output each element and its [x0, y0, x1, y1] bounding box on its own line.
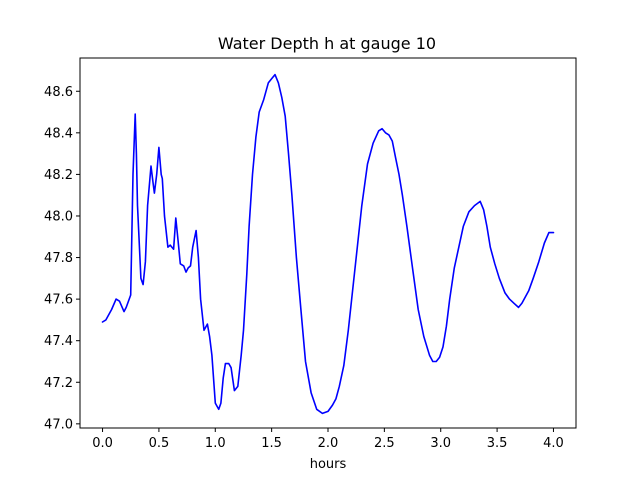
plot-area	[101, 73, 555, 415]
y-tick-label: 48.0	[44, 209, 73, 224]
chart-title: Water Depth h at gauge 10	[218, 34, 436, 53]
x-tick-label: 2.0	[318, 436, 339, 451]
x-tick-label: 1.0	[205, 436, 226, 451]
y-axis: 47.0 47.2 47.4 47.6 47.8 48.0 48.2 48.4 48.6	[44, 85, 80, 432]
y-tick-label: 47.0	[44, 417, 73, 432]
y-tick-label: 47.2	[44, 376, 73, 391]
y-tick-label: 47.4	[44, 334, 73, 349]
x-tick-label: 4.0	[543, 436, 564, 451]
y-tick-label: 48.6	[44, 85, 73, 100]
x-tick-label: 3.5	[487, 436, 508, 451]
axes-frame	[79, 57, 577, 429]
x-tick-label: 1.5	[261, 436, 282, 451]
x-tick-label: 2.5	[374, 436, 395, 451]
x-axis-label: hours	[310, 457, 347, 472]
series-line-0	[101, 73, 555, 415]
x-tick-label: 3.0	[430, 436, 451, 451]
y-tick-label: 48.4	[44, 126, 73, 141]
x-tick-label: 0.0	[92, 436, 113, 451]
x-axis: 0.0 0.5 1.0 1.5 2.0 2.5 3.0 3.5 4.0	[92, 428, 564, 451]
y-tick-label: 48.2	[44, 168, 73, 183]
y-tick-label: 47.6	[44, 293, 73, 308]
y-tick-label: 47.8	[44, 251, 73, 266]
x-tick-label: 0.5	[149, 436, 170, 451]
